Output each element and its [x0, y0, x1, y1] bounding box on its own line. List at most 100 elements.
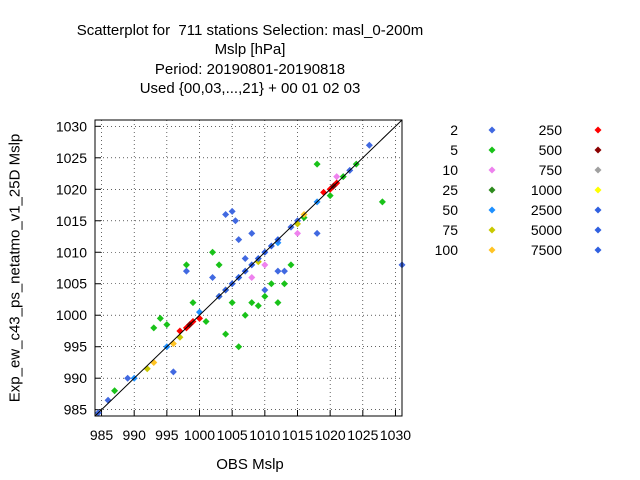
y-tick-label: 1010 [56, 244, 87, 260]
y-tick-label: 1015 [56, 213, 87, 229]
legend-label: 100 [435, 242, 459, 258]
x-tick-label: 1020 [315, 427, 346, 443]
x-tick-label: 1000 [184, 427, 215, 443]
data-point-5 [280, 280, 288, 288]
legend-marker [488, 226, 496, 234]
data-point-2 [274, 267, 282, 275]
data-point-2 [313, 229, 321, 237]
legend-marker [594, 246, 602, 254]
legend-marker [594, 166, 602, 174]
data-point-10 [261, 261, 269, 269]
legend-label: 1000 [531, 182, 562, 198]
data-point-5 [326, 192, 334, 200]
legend-marker [488, 206, 496, 214]
chart-title-line-3: Period: 20190801-20190818 [154, 61, 346, 78]
x-axis-label: OBS Mslp [216, 456, 284, 473]
data-point-2 [261, 286, 269, 294]
legend-marker [594, 146, 602, 154]
legend-marker [488, 166, 496, 174]
data-point-2 [228, 207, 236, 215]
data-point-75 [176, 333, 184, 341]
data-point-5 [254, 302, 262, 310]
data-point-2 [241, 255, 249, 263]
x-tick-label: 1015 [282, 427, 313, 443]
data-point-10 [333, 173, 341, 181]
x-tick-label: 1005 [217, 427, 248, 443]
data-point-5 [235, 343, 243, 351]
data-point-2 [104, 396, 112, 404]
data-point-100 [150, 358, 158, 366]
legend-marker [594, 226, 602, 234]
data-point-5 [222, 330, 230, 338]
y-tick-label: 985 [64, 402, 88, 418]
data-point-5 [182, 261, 190, 269]
legend-label: 500 [539, 142, 563, 158]
data-point-5 [248, 299, 256, 307]
data-point-5 [313, 160, 321, 168]
data-point-250 [320, 188, 328, 196]
data-point-2 [248, 229, 256, 237]
data-point-10 [293, 229, 301, 237]
legend-label: 5000 [531, 222, 562, 238]
data-point-2 [124, 374, 132, 382]
data-point-5 [156, 314, 164, 322]
data-point-250 [176, 327, 184, 335]
legend-label: 25 [442, 182, 458, 198]
legend-marker [594, 206, 602, 214]
data-point-5 [150, 324, 158, 332]
legend-label: 5 [450, 142, 458, 158]
legend-marker [488, 146, 496, 154]
y-tick-label: 1005 [56, 276, 87, 292]
legend-label: 10 [442, 162, 458, 178]
legend-marker [488, 186, 496, 194]
legend-marker [488, 126, 496, 134]
chart-title-line-4: Used {00,03,...,21} + 00 01 02 03 [139, 80, 361, 97]
legend-label: 50 [442, 202, 458, 218]
x-tick-label: 1025 [347, 427, 378, 443]
data-point-10 [248, 273, 256, 281]
y-tick-label: 995 [64, 339, 88, 355]
data-point-250 [196, 314, 204, 322]
data-point-2 [280, 267, 288, 275]
data-point-2 [209, 273, 217, 281]
chart-title-line-1: Scatterplot for 711 stations Selection: … [76, 22, 424, 39]
legend-label: 2 [450, 122, 458, 138]
data-point-5 [261, 292, 269, 300]
data-point-2 [169, 368, 177, 376]
data-point-2 [231, 217, 239, 225]
data-point-5 [215, 261, 223, 269]
data-point-5 [163, 321, 171, 329]
legend-label: 250 [539, 122, 563, 138]
data-point-2 [182, 267, 190, 275]
legend-marker [594, 126, 602, 134]
data-point-5 [378, 198, 386, 206]
chart-title-line-2: Mslp [hPa] [214, 41, 286, 58]
x-tick-label: 985 [90, 427, 114, 443]
data-point-75 [143, 365, 151, 373]
legend-label: 75 [442, 222, 458, 238]
data-point-5 [274, 299, 282, 307]
data-point-5 [267, 280, 275, 288]
legend-marker [488, 246, 496, 254]
legend-marker [594, 186, 602, 194]
y-tick-label: 1000 [56, 307, 87, 323]
data-point-50 [196, 308, 204, 316]
data-point-5 [189, 299, 197, 307]
x-tick-label: 995 [155, 427, 179, 443]
data-point-100 [169, 340, 177, 348]
y-tick-label: 1020 [56, 181, 87, 197]
y-tick-label: 1030 [56, 118, 87, 134]
legend-label: 2500 [531, 202, 562, 218]
x-tick-label: 990 [123, 427, 147, 443]
data-point-2 [365, 141, 373, 149]
y-tick-label: 1025 [56, 150, 87, 166]
x-tick-label: 1010 [249, 427, 280, 443]
data-point-2 [222, 210, 230, 218]
diagonal-line [94, 119, 403, 417]
data-point-5 [209, 248, 217, 256]
data-point-5 [287, 261, 295, 269]
y-tick-label: 990 [64, 370, 88, 386]
data-point-5 [241, 311, 249, 319]
data-point-5 [111, 387, 119, 395]
